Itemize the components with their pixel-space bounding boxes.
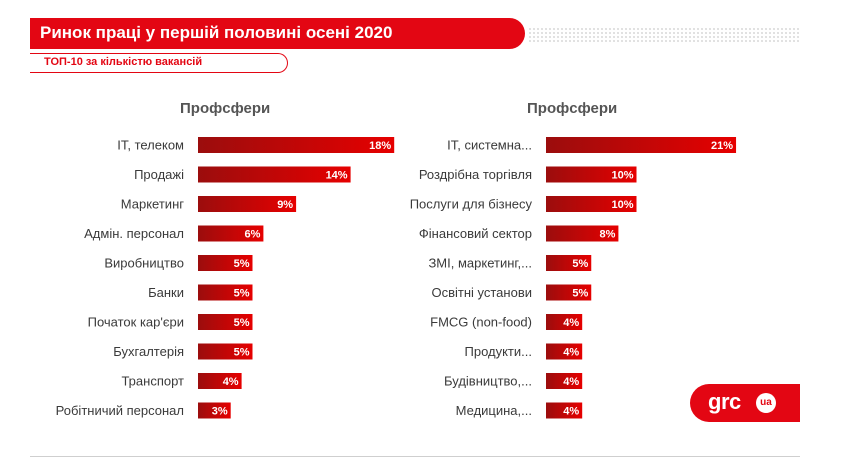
left-bar-chart: IT, телеком 18% Продажі 14% Маркетинг 9% Адмін… bbox=[56, 137, 395, 419]
page-subtitle: ТОП-10 за кількістю вакансій bbox=[44, 56, 203, 68]
left-value-label: 6% bbox=[244, 229, 260, 241]
right-value-label: 10% bbox=[611, 170, 633, 182]
right-category-label: Продукти... bbox=[465, 344, 533, 359]
left-bar bbox=[198, 137, 395, 153]
right-value-label: 10% bbox=[611, 199, 633, 211]
right-value-label: 4% bbox=[563, 376, 579, 388]
title-banner: Ринок праці у першій половині осені 2020 bbox=[30, 18, 525, 49]
right-bar bbox=[546, 373, 583, 389]
left-value-label: 5% bbox=[234, 288, 250, 300]
right-bar-chart: IT, системна... 21% Роздрібна торгівля 10% П… bbox=[410, 137, 737, 419]
left-category-label: Виробництво bbox=[104, 256, 184, 271]
subtitle-box: ТОП-10 за кількістю вакансій bbox=[30, 53, 288, 73]
left-category-label: Початок кар'єри bbox=[88, 315, 184, 330]
right-bar bbox=[546, 137, 737, 153]
right-category-label: Будівництво,... bbox=[444, 374, 532, 389]
right-category-label: FMCG (non-food) bbox=[430, 315, 532, 330]
dotted-decoration bbox=[528, 27, 800, 43]
logo-text: grc bbox=[708, 389, 741, 414]
left-chart-title: Профсфери bbox=[180, 100, 271, 117]
left-value-label: 5% bbox=[234, 347, 250, 359]
left-bar bbox=[198, 284, 253, 301]
right-category-label: Послуги для бізнесу bbox=[410, 197, 533, 212]
right-bar bbox=[546, 284, 592, 301]
left-category-label: IT, телеком bbox=[117, 138, 184, 153]
left-category-label: Транспорт bbox=[121, 374, 184, 389]
left-category-label: Банки bbox=[148, 285, 184, 300]
right-bar bbox=[546, 225, 619, 242]
left-value-label: 5% bbox=[234, 258, 250, 270]
right-value-label: 5% bbox=[572, 258, 588, 270]
right-bar bbox=[546, 402, 583, 419]
left-value-label: 3% bbox=[212, 406, 228, 418]
right-bar bbox=[546, 343, 583, 360]
page-title: Ринок праці у першій половині осені 2020 bbox=[40, 23, 393, 42]
left-bar bbox=[198, 196, 297, 212]
left-category-label: Маркетинг bbox=[121, 197, 184, 212]
left-value-label: 4% bbox=[223, 376, 239, 388]
right-category-label: ЗМІ, маркетинг,... bbox=[428, 256, 532, 271]
right-value-label: 4% bbox=[563, 347, 579, 359]
right-value-label: 5% bbox=[572, 288, 588, 300]
right-bar bbox=[546, 255, 592, 271]
right-value-label: 21% bbox=[711, 140, 733, 152]
right-category-label: Освітні установи bbox=[431, 285, 532, 300]
right-category-label: Медицина,... bbox=[456, 403, 532, 418]
right-category-label: IT, системна... bbox=[447, 138, 532, 153]
right-value-label: 4% bbox=[563, 317, 579, 329]
left-bar bbox=[198, 166, 351, 183]
left-category-label: Робітничий персонал bbox=[56, 403, 184, 418]
right-value-label: 8% bbox=[599, 229, 615, 241]
left-category-label: Продажі bbox=[134, 167, 184, 182]
left-value-label: 14% bbox=[326, 170, 348, 182]
right-category-label: Роздрібна торгівля bbox=[419, 167, 532, 182]
left-bar bbox=[198, 343, 253, 360]
left-bar bbox=[198, 225, 264, 242]
right-value-label: 4% bbox=[563, 406, 579, 418]
left-bar bbox=[198, 402, 231, 419]
left-bar bbox=[198, 314, 253, 330]
right-bar bbox=[546, 166, 637, 183]
left-value-label: 9% bbox=[277, 199, 293, 211]
left-value-label: 5% bbox=[234, 317, 250, 329]
left-bar bbox=[198, 255, 253, 271]
right-category-label: Фінансовий сектор bbox=[419, 226, 532, 241]
left-bar bbox=[198, 373, 242, 389]
right-chart-title: Профсфери bbox=[527, 100, 618, 117]
grc-logo: grc ua bbox=[690, 384, 800, 422]
right-bar bbox=[546, 314, 583, 330]
left-category-label: Адмін. персонал bbox=[84, 226, 184, 241]
right-bar bbox=[546, 196, 637, 212]
logo-badge: ua bbox=[756, 393, 776, 413]
left-value-label: 18% bbox=[369, 140, 391, 152]
bottom-divider bbox=[30, 456, 800, 457]
left-category-label: Бухгалтерія bbox=[113, 344, 184, 359]
